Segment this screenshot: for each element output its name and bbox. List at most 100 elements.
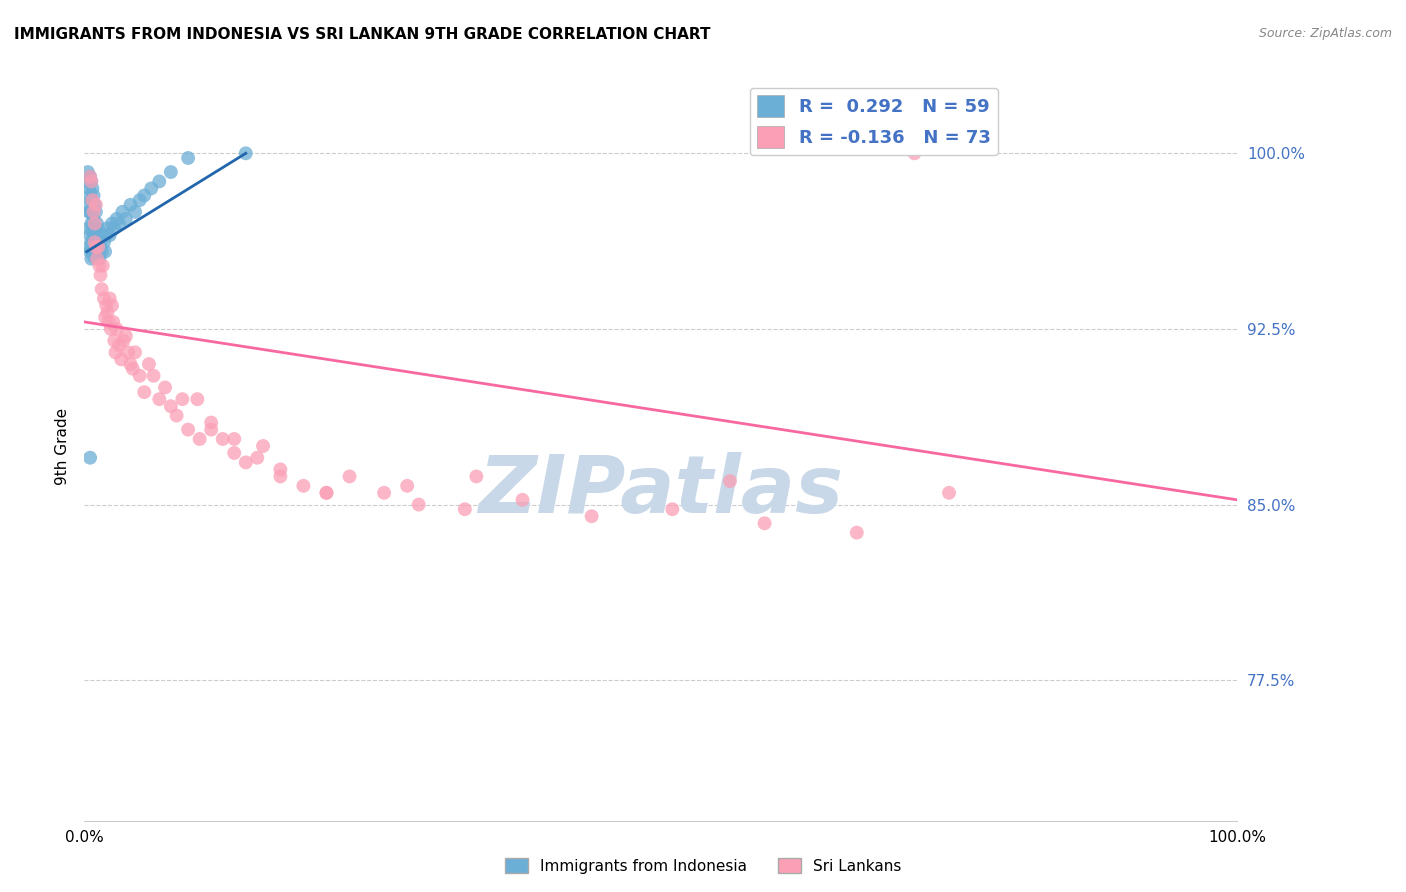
Point [408,498,430,512]
Point [86,252,108,266]
Point [77,181,100,195]
Point [94,244,117,259]
Point [465,469,488,483]
Point [269,469,291,483]
Point [89,235,111,250]
Point [80,252,103,266]
Point [235,146,257,161]
Point [124,204,146,219]
Point [77,221,100,235]
Point [845,525,868,540]
Point [252,439,274,453]
Point [200,416,222,430]
Point [84,198,107,212]
Point [148,174,170,188]
Point [153,380,176,394]
Point [83,204,105,219]
Point [160,399,183,413]
Point [103,334,125,348]
Point [128,368,150,383]
Point [211,432,233,446]
Point [96,228,118,243]
Point [76,198,98,212]
Point [79,169,101,184]
Point [661,502,683,516]
Point [373,485,395,500]
Point [77,240,100,254]
Point [177,423,200,437]
Point [188,432,211,446]
Point [91,259,114,273]
Point [105,211,128,226]
Point [96,305,118,319]
Point [83,217,105,231]
Point [93,292,115,306]
Point [79,244,101,259]
Point [96,221,118,235]
Point [90,282,112,296]
Point [396,479,419,493]
Point [80,235,103,250]
Point [120,357,142,371]
Legend: R =  0.292   N = 59, R = -0.136   N = 73: R = 0.292 N = 59, R = -0.136 N = 73 [749,88,998,155]
Point [101,298,124,312]
Point [87,240,110,254]
Point [246,450,269,465]
Point [90,244,112,259]
Point [83,228,105,243]
Point [339,469,361,483]
Point [76,174,98,188]
Point [82,193,104,207]
Point [292,479,315,493]
Point [82,244,104,259]
Point [160,165,183,179]
Point [718,474,741,488]
Point [98,292,121,306]
Point [96,298,118,312]
Point [83,221,105,235]
Point [79,169,101,184]
Point [83,249,105,263]
Point [224,446,246,460]
Point [89,228,111,243]
Point [105,322,128,336]
Point [87,221,110,235]
Point [89,259,111,273]
Point [80,193,103,207]
Point [103,315,124,329]
Point [115,329,138,343]
Point [79,228,101,243]
Point [111,204,134,219]
Point [141,181,163,195]
Point [121,361,143,376]
Point [79,188,101,202]
Point [134,188,156,202]
Point [172,392,194,406]
Point [200,423,222,437]
Point [224,432,246,446]
Point [82,181,104,195]
Point [87,244,110,259]
Point [83,188,105,202]
Point [79,204,101,219]
Point [83,198,105,212]
Point [754,516,776,531]
Point [454,502,477,516]
Text: Source: ZipAtlas.com: Source: ZipAtlas.com [1258,27,1392,40]
Point [89,268,111,282]
Point [80,217,103,231]
Point [97,315,120,329]
Point [101,217,124,231]
Point [124,345,146,359]
Point [83,244,105,259]
Point [115,211,138,226]
Point [76,165,98,179]
Point [83,235,105,250]
Point [84,240,107,254]
Point [104,345,127,359]
Point [269,462,291,476]
Point [82,221,104,235]
Point [108,338,131,352]
Point [82,204,104,219]
Point [128,193,150,207]
